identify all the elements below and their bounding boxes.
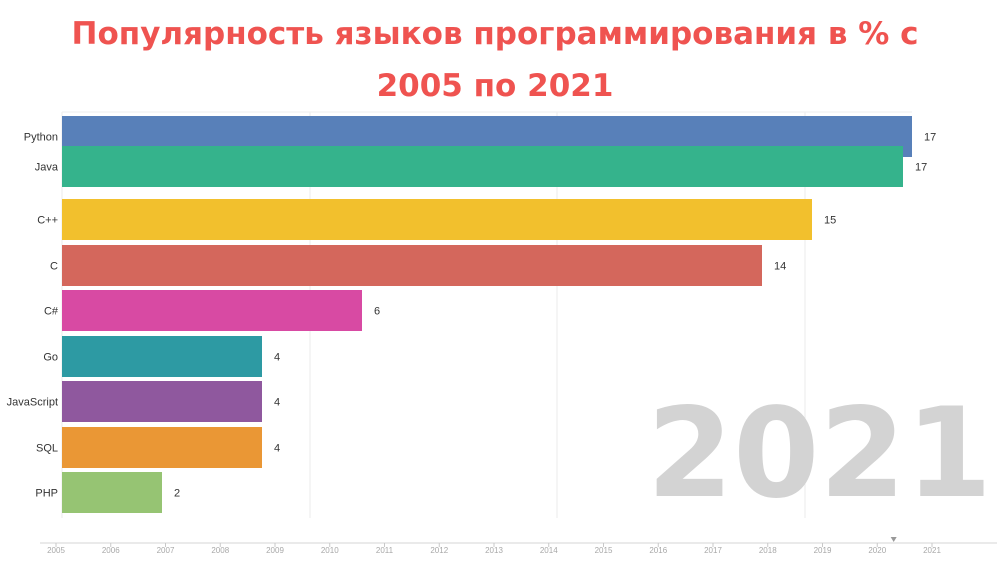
bar: [62, 381, 262, 422]
category-label: Python: [24, 132, 58, 144]
timeline-label: 2021: [923, 546, 941, 555]
timeline-label: 2011: [376, 546, 394, 555]
value-label: 15: [824, 215, 836, 227]
value-label: 4: [274, 352, 280, 364]
timeline-label: 2008: [211, 546, 229, 555]
title-line-1: Популярность языков программирования в %…: [71, 16, 919, 52]
value-label: 17: [924, 132, 936, 144]
bar: [62, 245, 762, 286]
bar-group-c: C 14: [50, 245, 786, 286]
value-label: 14: [774, 261, 786, 273]
timeline-label: 2016: [649, 546, 667, 555]
timeline-label: 2014: [540, 546, 558, 555]
category-label: C++: [37, 215, 58, 227]
bar-group-go: Go 4: [43, 336, 280, 377]
value-label: 4: [274, 443, 280, 455]
timeline-label: 2015: [595, 546, 613, 555]
bar: [62, 427, 262, 468]
timeline-label: 2019: [814, 546, 832, 555]
category-label: Go: [43, 352, 58, 364]
value-label: 4: [274, 397, 280, 409]
category-label: C#: [44, 306, 59, 318]
bar-group-php: PHP 2: [35, 472, 180, 513]
timeline-label: 2020: [868, 546, 886, 555]
chart-title: Популярность языков программирования в %…: [0, 8, 990, 112]
timeline-label: 2005: [47, 546, 65, 555]
value-label: 17: [915, 162, 927, 174]
timeline-label: 2010: [321, 546, 339, 555]
bar: [62, 146, 903, 187]
timeline-label: 2018: [759, 546, 777, 555]
title-line-2: 2005 по 2021: [376, 68, 614, 104]
bar-group-c-: C# 6: [44, 290, 380, 331]
timeline-label: 2006: [102, 546, 120, 555]
category-label: SQL: [36, 443, 58, 455]
bar-group-java: Java 17: [35, 146, 927, 187]
timeline-label: 2012: [430, 546, 448, 555]
timeline-marker[interactable]: [890, 537, 897, 542]
timeline-label: 2017: [704, 546, 722, 555]
timeline-label: 2009: [266, 546, 284, 555]
category-label: C: [50, 261, 58, 273]
category-label: Java: [35, 162, 59, 174]
category-label: PHP: [35, 488, 58, 500]
bar: [62, 199, 812, 240]
bar-group-c-: C++ 15: [37, 199, 836, 240]
category-label: JavaScript: [7, 397, 58, 409]
value-label: 2: [174, 488, 180, 500]
year-watermark: 2021: [647, 382, 992, 526]
timeline-axis: 2005 2006 2007 2008 2009 2010 2011 2012 2013 2014…: [40, 537, 997, 555]
bar-group-javascript: JavaScript 4: [7, 381, 280, 422]
timeline-label: 2013: [485, 546, 503, 555]
bar-group-sql: SQL 4: [36, 427, 280, 468]
bar: [62, 290, 362, 331]
bar: [62, 472, 162, 513]
bar: [62, 336, 262, 377]
value-label: 6: [374, 306, 380, 318]
timeline-label: 2007: [157, 546, 175, 555]
